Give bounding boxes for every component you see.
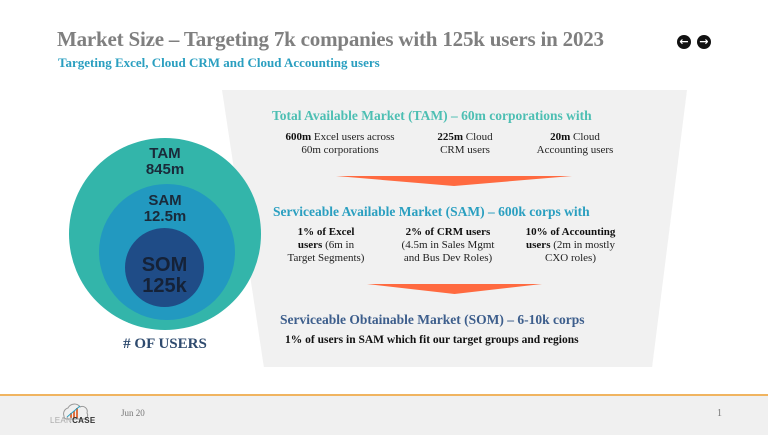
slide-title: Market Size – Targeting 7k companies wit… bbox=[57, 27, 604, 51]
som-heading: Serviceable Obtainable Market (SOM) – 6-… bbox=[280, 312, 585, 327]
tam-excel-bold: 600m bbox=[285, 131, 312, 143]
users-caption: # OF USERS bbox=[123, 336, 207, 352]
som-value: 125k bbox=[142, 275, 187, 297]
page-number: 1 bbox=[717, 408, 722, 419]
tam-col-accounting: 20m Cloud Accounting users bbox=[536, 131, 614, 157]
tam-crm-bold: 225m bbox=[437, 131, 463, 143]
leancase-cloud-logo-icon bbox=[63, 403, 89, 420]
som-description: 1% of users in SAM which fit our target … bbox=[285, 334, 579, 346]
sam-heading: Serviceable Available Market (SAM) – 600… bbox=[273, 204, 590, 219]
sam-value: 12.5m bbox=[143, 207, 187, 225]
som-label: SOM bbox=[141, 254, 188, 276]
tam-col-excel: 600m Excel users across 60m corporations bbox=[285, 131, 395, 157]
next-arrow-icon[interactable]: → bbox=[697, 35, 711, 49]
market-funnel-background bbox=[222, 90, 687, 367]
sam-col-crm: 2% of CRM users (4.5m in Sales Mgmt and … bbox=[401, 226, 495, 265]
tam-heading: Total Available Market (TAM) – 60m corpo… bbox=[272, 108, 592, 123]
sam-circle-label: SAM 12.5m bbox=[125, 193, 205, 225]
som-circle bbox=[125, 228, 204, 307]
prev-arrow-icon[interactable]: ← bbox=[677, 35, 691, 49]
slide-footer: LEANCASE Jun 20 1 bbox=[0, 394, 768, 435]
sam-col-excel: 1% of Excel users (6m in Target Segments… bbox=[287, 226, 365, 265]
slide-navigation: ← → bbox=[677, 35, 711, 49]
sam-col-accounting: 10% of Accounting users (2m in mostly CX… bbox=[525, 226, 616, 265]
tam-accounting-bold: 20m bbox=[550, 131, 571, 143]
tam-circle-label: TAM 845m bbox=[125, 146, 205, 178]
down-arrow-icon bbox=[336, 176, 572, 186]
footer-date: Jun 20 bbox=[121, 408, 145, 418]
tam-col-crm: 225m Cloud CRM users bbox=[437, 131, 493, 157]
down-arrow-icon bbox=[367, 284, 542, 294]
tam-label: TAM bbox=[149, 145, 181, 162]
sam-label: SAM bbox=[148, 192, 182, 209]
tam-value: 845m bbox=[145, 160, 185, 178]
leancase-logo-text: LEANCASE bbox=[50, 416, 96, 425]
slide-subtitle: Targeting Excel, Cloud CRM and Cloud Acc… bbox=[58, 55, 380, 70]
som-circle-label: SOM 125k bbox=[125, 255, 204, 297]
